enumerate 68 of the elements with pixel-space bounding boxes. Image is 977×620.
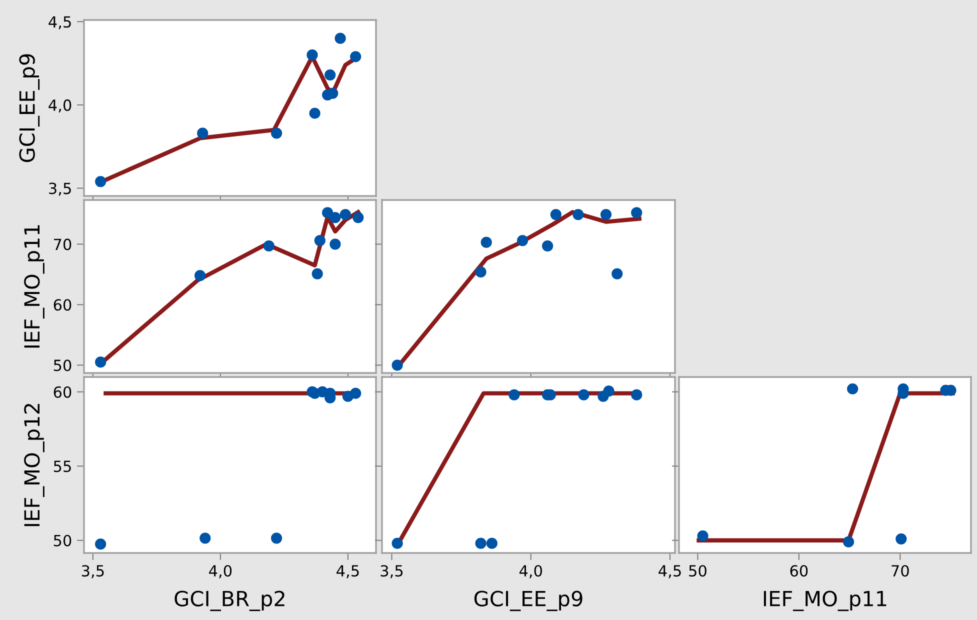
y-tick-label: 60 xyxy=(54,299,72,311)
point xyxy=(197,128,208,139)
y-axis-title: GCI_EE_p9 xyxy=(19,54,40,162)
point xyxy=(486,538,498,549)
x-tick-label: 4,0 xyxy=(209,565,232,578)
point xyxy=(600,208,612,220)
y-tick-label: 60 xyxy=(54,386,72,398)
point xyxy=(306,49,318,61)
x-tick-label: 50 xyxy=(689,565,706,577)
y-axis-title: IEF_MO_p12 xyxy=(24,404,44,526)
point xyxy=(542,240,554,252)
x-tick-label: 4,5 xyxy=(336,565,359,578)
point xyxy=(603,386,614,397)
point xyxy=(475,538,486,549)
x-axis-title: GCI_EE_p9 xyxy=(474,590,582,612)
point xyxy=(508,389,520,400)
y-axis-title: IEF_MO_p11 xyxy=(24,225,44,348)
point xyxy=(95,356,106,368)
point xyxy=(350,51,362,62)
y-tick-label: 50 xyxy=(54,534,72,546)
x-axis-title: GCI_BR_p2 xyxy=(174,590,284,612)
point xyxy=(392,360,403,371)
y-tick-label: 4,0 xyxy=(48,99,72,112)
x-axis-title: IEF_MO_p11 xyxy=(764,590,886,612)
point xyxy=(697,530,708,542)
x-tick-label: 3,5 xyxy=(380,565,403,578)
point xyxy=(612,268,623,280)
point xyxy=(330,212,341,224)
point xyxy=(350,388,362,399)
point xyxy=(578,389,590,400)
point xyxy=(263,240,274,252)
x-tick-label: 4,0 xyxy=(519,565,542,578)
y-tick-label: 70 xyxy=(54,238,72,250)
x-tick-label: 70 xyxy=(892,565,909,577)
point xyxy=(309,108,320,119)
point xyxy=(550,208,562,220)
y-tick-label: 3,5 xyxy=(49,182,71,196)
point xyxy=(516,234,528,246)
point xyxy=(324,69,336,81)
point xyxy=(314,234,326,246)
point xyxy=(572,208,584,220)
point xyxy=(847,383,858,394)
y-tick-label: 50 xyxy=(54,360,72,372)
point xyxy=(340,208,351,220)
point xyxy=(330,238,341,250)
x-tick-label: 4,5 xyxy=(658,565,681,578)
point xyxy=(322,207,334,218)
point xyxy=(95,538,106,550)
point xyxy=(352,212,364,224)
point xyxy=(194,270,206,282)
point xyxy=(631,207,642,218)
point xyxy=(475,266,486,278)
point xyxy=(200,532,211,544)
point xyxy=(334,32,346,44)
point xyxy=(270,128,282,139)
point xyxy=(842,536,854,548)
y-tick-label: 4,5 xyxy=(48,16,71,30)
point xyxy=(95,176,106,188)
point xyxy=(631,389,642,400)
y-tick-label: 55 xyxy=(54,460,71,472)
point xyxy=(327,88,338,99)
point xyxy=(896,533,907,544)
point xyxy=(392,538,403,549)
x-tick-label: 3,5 xyxy=(82,565,104,578)
point xyxy=(480,236,492,248)
point xyxy=(312,268,323,280)
point xyxy=(270,532,282,544)
x-tick-label: 60 xyxy=(790,565,808,577)
